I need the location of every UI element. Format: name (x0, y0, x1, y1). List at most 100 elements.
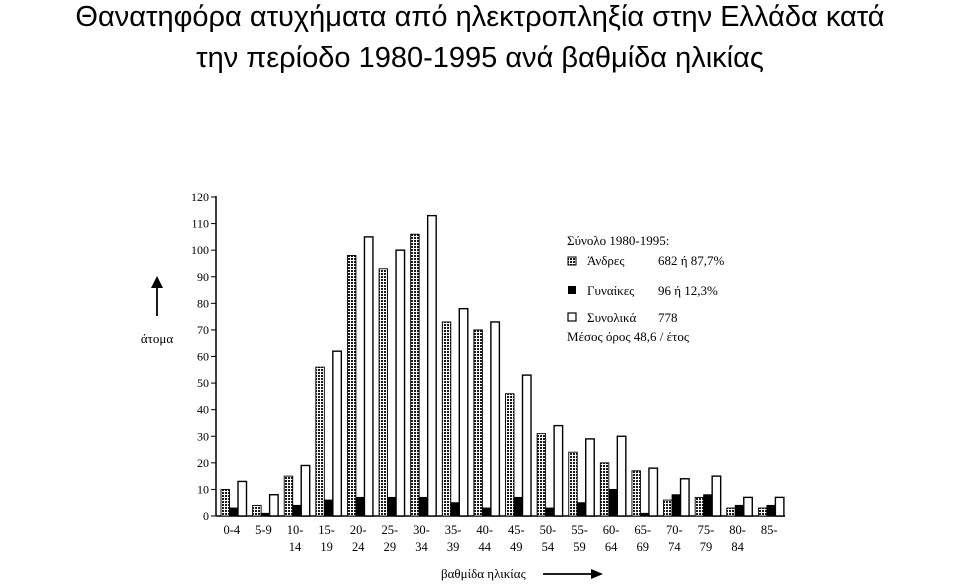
bar-total (553, 424, 564, 517)
x-tick-label: 60- (603, 523, 620, 537)
x-tick-label: 30- (413, 523, 430, 537)
legend-value-women: 96 ή 12,3% (658, 283, 718, 298)
x-tick-label: 85- (761, 523, 778, 537)
bar-total (648, 467, 659, 517)
bar-men (410, 233, 420, 517)
legend-swatch-women (568, 286, 576, 294)
y-tick-label: 60 (197, 350, 209, 364)
bar-men (505, 393, 515, 517)
bar-men (441, 321, 452, 517)
bar-women (545, 507, 555, 517)
y-tick-label: 110 (191, 217, 209, 231)
bar-men (252, 504, 262, 517)
legend-swatch-men (567, 256, 577, 266)
bar-men (536, 433, 547, 517)
y-tick-label: 30 (197, 429, 209, 443)
x-axis-arrow-head (591, 569, 603, 579)
bar-total (332, 350, 343, 517)
bar-men (220, 488, 230, 517)
bar-women (229, 507, 239, 517)
y-tick-label: 70 (197, 323, 209, 337)
y-axis-arrow-head (151, 276, 163, 288)
bar-men (726, 507, 736, 517)
y-tick-label: 40 (197, 403, 209, 417)
x-tick-label-line2: 79 (700, 540, 713, 554)
bar-women (260, 512, 271, 517)
y-tick-label: 20 (197, 456, 209, 470)
x-tick-label: 10- (287, 523, 304, 537)
bar-women (481, 507, 492, 517)
bar-women (703, 494, 713, 517)
x-tick-label-line2: 39 (447, 540, 460, 554)
bar-total (426, 214, 437, 517)
bar-men (378, 268, 389, 517)
x-tick-label-line2: 19 (320, 540, 333, 554)
bar-men (663, 499, 673, 517)
x-tick-label-line2: 64 (605, 540, 618, 554)
y-tick-label: 80 (197, 296, 209, 310)
bar-men (631, 470, 641, 517)
legend-value-total: 778 (658, 310, 678, 325)
bar-total (711, 475, 722, 517)
bar-total (679, 478, 690, 517)
x-tick-label: 65- (634, 523, 651, 537)
y-ticks: 0 10 20 30 40 50 60 70 80 90 100 110 120 (191, 190, 216, 523)
bar-men (757, 507, 768, 517)
legend-value-men: 682 ή 87,7% (658, 253, 725, 268)
bar-total (363, 236, 374, 517)
legend-heading: Σύνολο 1980-1995: (567, 233, 669, 248)
bar-women (671, 494, 682, 517)
bar-men (315, 366, 325, 517)
x-tick-label: 50- (540, 523, 557, 537)
x-tick-label-line2: 84 (731, 540, 744, 554)
bar-total (237, 480, 248, 517)
x-tick-label-line2: 14 (289, 540, 302, 554)
x-tick-label-line2: 69 (637, 540, 650, 554)
bar-total (585, 438, 595, 517)
bar-men (568, 451, 578, 517)
x-tick-label: 55- (571, 523, 588, 537)
x-tick-label: 40- (476, 523, 493, 537)
x-tick-label-line2: 59 (573, 540, 586, 554)
bar-men (599, 462, 610, 517)
bar-women (734, 504, 745, 517)
bar-women (418, 496, 429, 517)
x-tick-label: 0-4 (223, 523, 240, 537)
y-tick-label: 10 (197, 482, 209, 496)
bar-women (355, 496, 365, 517)
bar-men (346, 255, 357, 517)
bar-total (616, 435, 627, 517)
bar-total (743, 496, 753, 517)
chart-title-line2: την περίοδο 1980-1995 ανά βαθμίδα ηλικία… (196, 42, 764, 74)
y-tick-label: 0 (203, 509, 209, 523)
x-tick-label-line2: 29 (384, 540, 397, 554)
bar-total (458, 307, 469, 517)
bar-women (323, 499, 334, 517)
bar-women (608, 488, 618, 517)
legend: Σύνολο 1980-1995: Άνδρες 682 ή 87,7% Γυν… (567, 233, 725, 344)
y-tick-label: 90 (197, 270, 209, 284)
legend-label-total: Συνολικά (587, 310, 636, 325)
x-tick-label-line2: 44 (478, 540, 491, 554)
x-tick-labels: 0-4 5-9 10- 14 15- 19 20- 24 25- 29 30- 34 35- 39 40- 4… (223, 523, 777, 554)
x-tick-label: 80- (729, 523, 746, 537)
x-tick-label-line2: 54 (542, 540, 555, 554)
y-tick-label: 50 (197, 376, 209, 390)
y-axis-label: άτομα (141, 331, 174, 346)
bar-men (473, 329, 483, 517)
bars (220, 214, 785, 517)
x-tick-label-line2: 49 (510, 540, 523, 554)
bar-women (513, 496, 523, 517)
x-tick-label-line2: 74 (668, 540, 681, 554)
x-tick-label: 15- (318, 523, 335, 537)
x-tick-label: 70- (666, 523, 683, 537)
x-tick-label-line2: 24 (352, 540, 365, 554)
bar-women (387, 496, 397, 517)
bar-total (490, 321, 501, 517)
bar-total (300, 464, 311, 517)
bar-women (639, 512, 650, 517)
x-tick-label: 45- (508, 523, 525, 537)
x-tick-label: 35- (445, 523, 462, 537)
bar-women (576, 502, 587, 517)
